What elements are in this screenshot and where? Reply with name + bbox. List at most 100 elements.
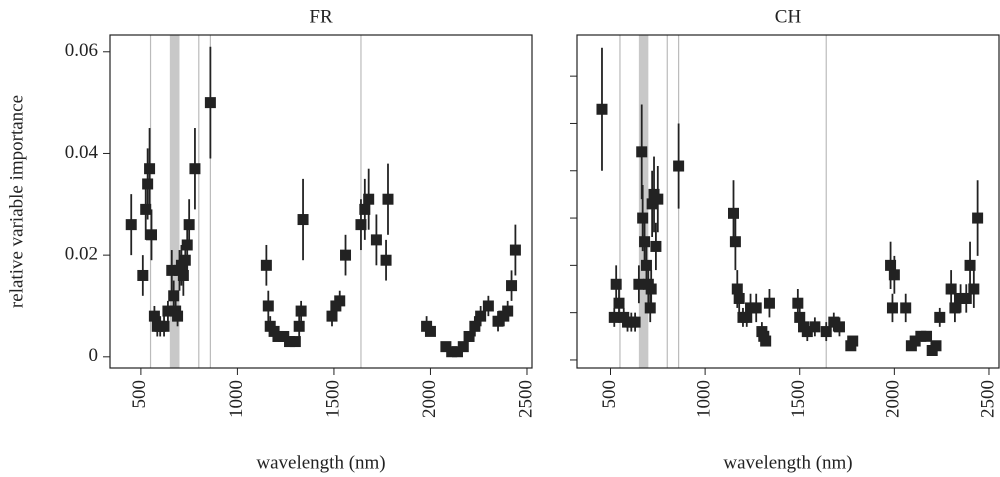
point [482,300,494,312]
plot-frame [109,34,533,369]
x-tick-label: 2000 [419,380,440,418]
point [639,236,651,248]
point [801,326,813,338]
x-tick-label: 2500 [515,380,536,418]
point [359,203,371,215]
point [469,320,481,332]
reference-band [169,35,180,368]
point [968,283,980,295]
point [885,259,897,271]
y-tick-label: 0.06 [65,40,98,61]
point [289,336,301,348]
point [955,292,967,304]
point [144,163,156,175]
y-tick-label: 0.02 [65,243,98,264]
point [610,278,622,290]
point [646,198,658,210]
point [158,320,170,332]
point [964,259,976,271]
point [909,335,921,347]
point [886,302,898,314]
point [492,315,504,327]
point [652,193,664,205]
point [168,290,180,302]
point [380,254,392,266]
y-tick-label: 0.04 [65,142,99,163]
point [148,310,160,322]
x-tick-label: 2000 [883,380,904,418]
point [463,330,475,342]
point [888,269,900,281]
point [137,269,149,281]
point [326,310,338,322]
point [745,302,757,314]
x-tick-label: 500 [599,380,620,409]
point [457,341,469,353]
x-tick-label: 1000 [226,380,247,418]
point [809,321,821,333]
point [608,311,620,323]
point [972,212,984,224]
x-tick-label: 1000 [693,380,714,418]
point [440,341,452,353]
point [729,236,741,248]
point [293,320,305,332]
point [640,259,652,271]
point [382,193,394,205]
point [278,330,290,342]
point [297,214,309,226]
point [794,311,806,323]
x-tick-label: 1500 [322,380,343,418]
point [334,295,346,307]
point [177,269,189,281]
point [727,207,739,219]
point [204,97,216,109]
point [613,297,625,309]
point [828,316,840,328]
point [960,292,972,304]
point [636,146,648,158]
point [645,283,657,295]
point [763,297,775,309]
point [506,280,518,292]
point [355,219,367,231]
point [847,335,859,347]
point [596,103,608,115]
point [142,178,154,190]
point [363,193,375,205]
x-axis-label: wavelength (nm) [723,452,852,473]
point [741,311,753,323]
point [731,283,743,295]
panel-title: CH [775,6,802,27]
point [644,302,656,314]
point [949,302,961,314]
point [792,297,804,309]
point [424,325,436,337]
point [673,160,685,172]
point [945,283,957,295]
point [509,244,521,256]
point [284,336,296,348]
point [650,240,662,252]
point [262,300,274,312]
point [633,278,645,290]
x-tick-label: 500 [129,380,150,409]
point [340,249,352,261]
point [140,203,152,215]
point [179,254,191,266]
x-axis-label: wavelength (nm) [256,452,385,473]
point [172,310,184,322]
point [125,219,137,231]
point [502,305,514,317]
plot-frame [576,34,1000,369]
point [181,239,193,251]
point [370,234,382,246]
point [934,311,946,323]
point [189,163,201,175]
point [475,310,487,322]
point [629,316,641,328]
point [166,264,178,276]
point [162,305,174,317]
point [272,330,284,342]
